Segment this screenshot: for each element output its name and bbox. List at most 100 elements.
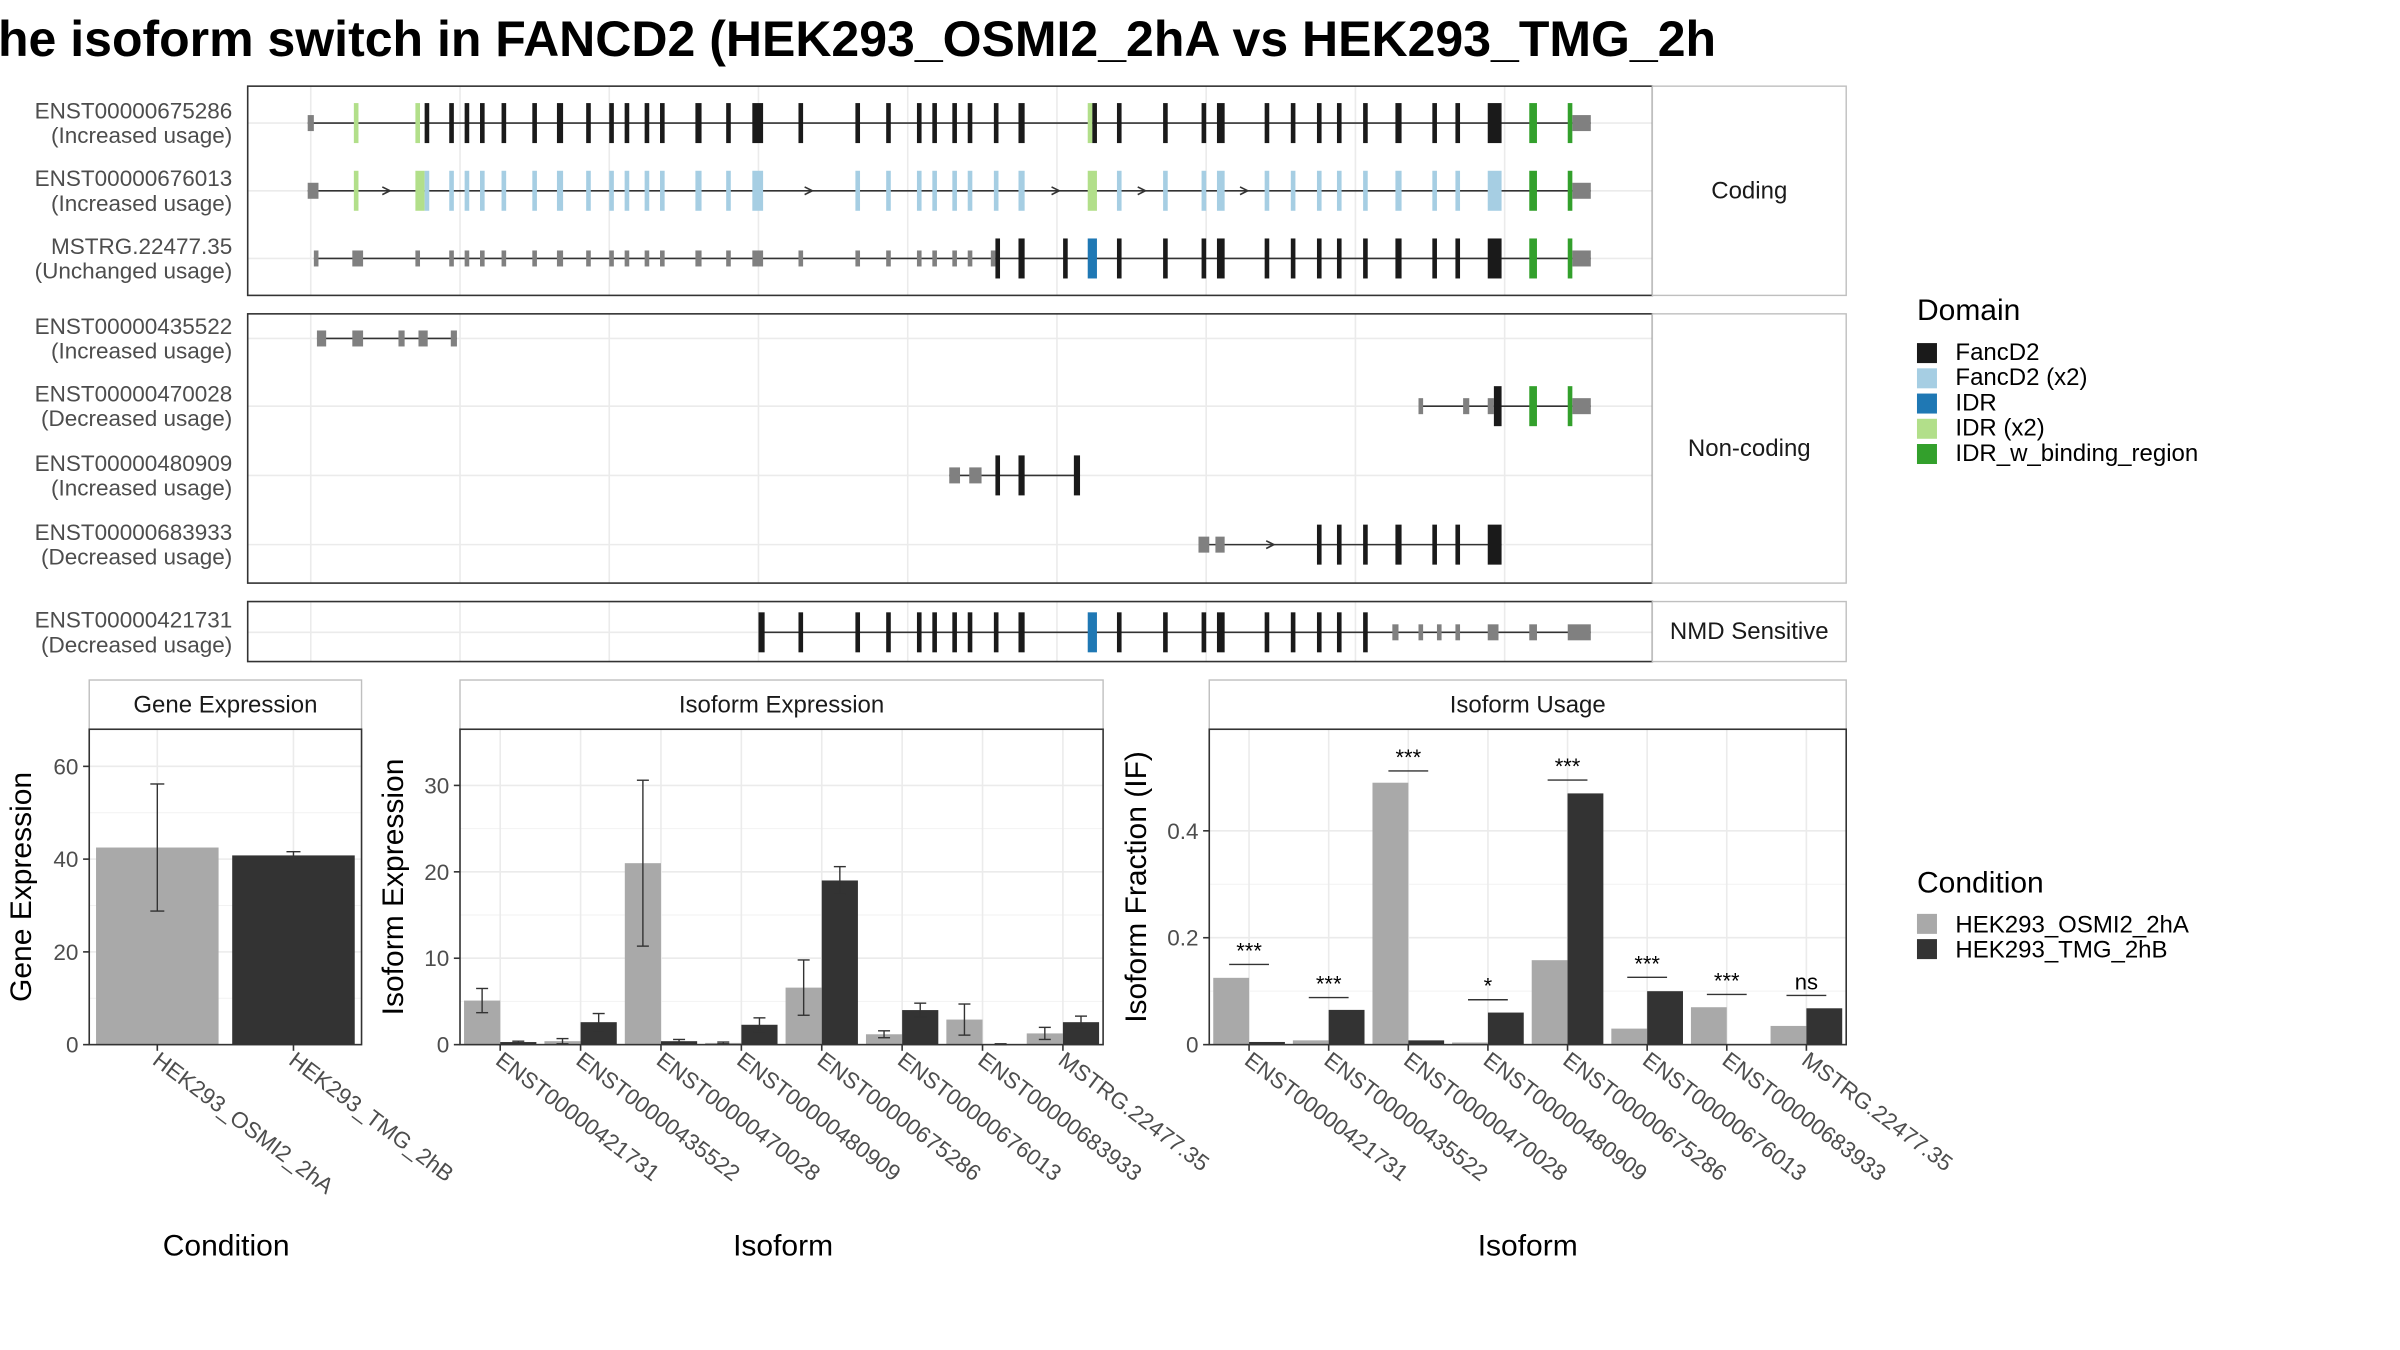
exon-utr — [307, 182, 319, 199]
exon-utr — [990, 250, 996, 267]
bar — [1611, 1028, 1648, 1045]
exon-utr — [450, 330, 457, 347]
exon-coding — [695, 170, 702, 211]
exon-utr — [1198, 536, 1210, 553]
exon-coding — [1316, 170, 1322, 211]
exon-coding — [660, 103, 665, 144]
exon-coding — [1316, 524, 1322, 565]
exon-coding — [1316, 612, 1322, 653]
exon-utr — [932, 250, 937, 267]
domain-legend-label: IDR_w_binding_region — [1955, 440, 2198, 467]
exon-utr — [1529, 624, 1537, 641]
strand-arrow — [381, 186, 392, 196]
exon-coding — [1018, 455, 1025, 496]
plot-border — [88, 728, 363, 1046]
exon-utr — [532, 250, 537, 267]
exon-utr — [415, 250, 421, 267]
facet-strip-label: Coding — [1711, 177, 1787, 204]
bar — [580, 1022, 617, 1045]
exon-coding — [1487, 170, 1502, 211]
exon-coding — [1018, 612, 1025, 653]
exon-coding — [1290, 170, 1296, 211]
exon-coding — [967, 170, 973, 211]
exon-coding — [1116, 238, 1122, 279]
transcript-ENST00000435522: ENST00000435522(Increased usage) — [35, 314, 457, 363]
exon-coding — [932, 612, 937, 653]
chart-title-strip — [1208, 679, 1847, 730]
exon-coding — [480, 103, 485, 144]
exon-coding — [424, 103, 430, 144]
exon-utr — [449, 250, 454, 267]
exon-utr — [1418, 398, 1424, 415]
exon-coding — [644, 170, 650, 211]
exon-coding — [1087, 103, 1093, 144]
domain-legend-key — [1916, 368, 1937, 389]
chart-isoform-expression: Isoform Expression0102030ENST00000421731… — [377, 679, 1214, 1262]
exon-coding — [1216, 612, 1225, 653]
strand-arrow — [1239, 186, 1250, 196]
exon-coding — [952, 170, 957, 211]
exon-coding — [660, 170, 665, 211]
y-axis-title: Isoform Fraction (IF) — [1120, 751, 1153, 1023]
exon-utr — [644, 250, 650, 267]
exon-coding — [532, 170, 537, 211]
facet-strip — [1651, 85, 1847, 297]
exon-utr — [752, 250, 764, 267]
facet-strip — [1651, 600, 1847, 663]
exon-coding — [1116, 170, 1122, 211]
exon-coding — [1201, 103, 1207, 144]
facet-strip-label: Non-coding — [1688, 435, 1811, 462]
exon-coding — [995, 238, 1001, 279]
exon-coding — [1163, 612, 1168, 653]
condition-legend-key — [1916, 939, 1937, 960]
y-tick-label: 0 — [437, 1033, 450, 1058]
chart-title-strip — [459, 679, 1104, 730]
domain-legend-key — [1916, 444, 1937, 465]
exon-coding — [1529, 103, 1537, 144]
bar — [1292, 1040, 1329, 1045]
exon-coding — [726, 170, 731, 211]
structure-panel-nmd-sensitive: ENST00000421731(Decreased usage) NMD Sens… — [35, 600, 1847, 663]
exon-coding — [1336, 524, 1342, 565]
exon-coding — [967, 612, 973, 653]
exon-coding — [1290, 612, 1296, 653]
exon-coding — [1363, 103, 1368, 144]
exon-coding — [752, 103, 764, 144]
exon-coding — [1336, 103, 1342, 144]
exon-utr — [313, 250, 319, 267]
exon-coding — [424, 170, 430, 211]
exon-coding — [758, 612, 765, 653]
exon-utr — [952, 250, 957, 267]
transcript-ENST00000470028: ENST00000470028(Decreased usage) — [35, 382, 1591, 431]
exon-utr — [398, 330, 405, 347]
domain-legend-title: Domain — [1917, 294, 2020, 327]
exon-coding — [1432, 524, 1437, 565]
significance-label: *** — [1316, 972, 1342, 997]
y-axis-title: Gene Expression — [5, 772, 38, 1002]
structure-panel-non-coding: ENST00000435522(Increased usage) ENST0000… — [35, 313, 1847, 584]
transcript-id-label: ENST00000421731 — [35, 608, 233, 633]
exon-coding — [1316, 238, 1322, 279]
exon-coding — [1567, 238, 1573, 279]
exon-coding — [1363, 612, 1368, 653]
exon-utr — [726, 250, 731, 267]
exon-utr — [1572, 182, 1591, 199]
transcript-usage-label: (Increased usage) — [51, 475, 232, 500]
exon-utr — [307, 115, 314, 132]
transcript-usage-label: (Decreased usage) — [41, 545, 232, 570]
domain-legend-key — [1916, 418, 1937, 439]
transcript-usage-label: (Unchanged usage) — [35, 258, 233, 283]
exon-coding — [1201, 612, 1207, 653]
exon-coding — [1363, 238, 1368, 279]
significance-label: *** — [1236, 938, 1262, 963]
bar — [1372, 782, 1409, 1045]
transcript-usage-label: (Decreased usage) — [41, 632, 232, 657]
facet-strip-label: NMD Sensitive — [1670, 618, 1829, 645]
exon-utr — [1392, 624, 1399, 641]
exon-coding — [586, 103, 591, 144]
exon-coding — [1290, 103, 1296, 144]
significance-label: *** — [1714, 968, 1740, 993]
significance-label: *** — [1634, 951, 1660, 976]
